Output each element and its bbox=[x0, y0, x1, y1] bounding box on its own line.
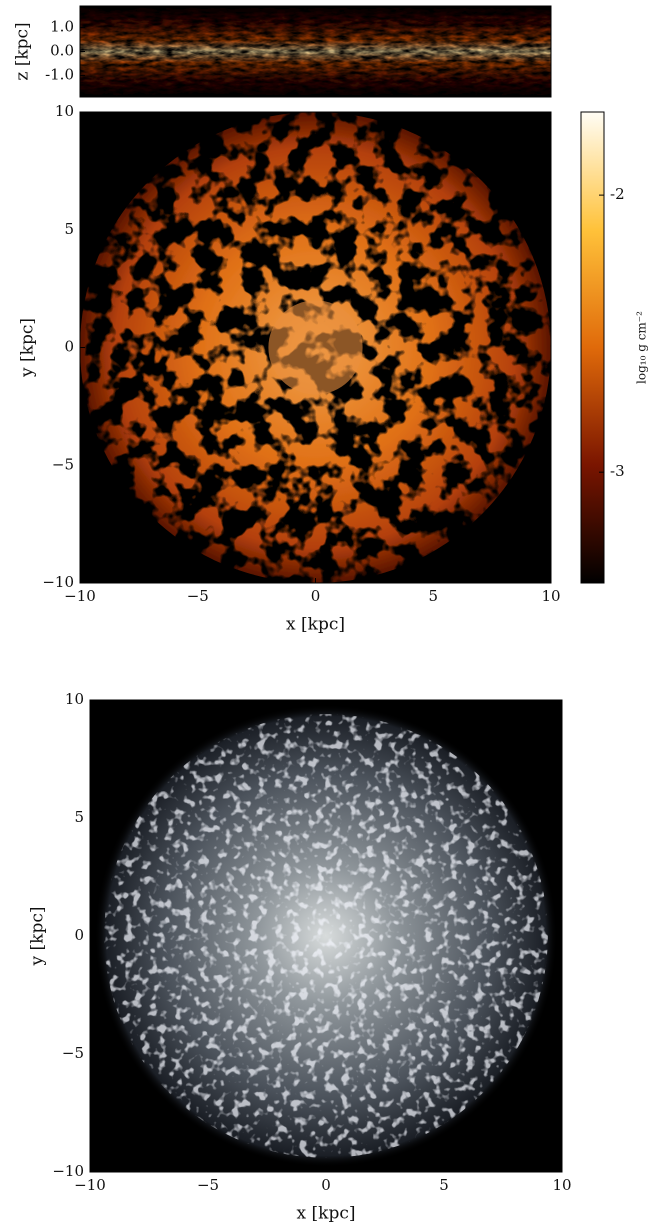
x-tick-label: 5 bbox=[439, 1176, 449, 1194]
x-axis-label: x [kpc] bbox=[297, 1204, 356, 1224]
y-tick-label: 10 bbox=[65, 690, 84, 708]
stellar-clumps bbox=[104, 714, 548, 1158]
colorbar-tick-label: -2 bbox=[610, 185, 625, 203]
y-tick-label: 0.0 bbox=[50, 42, 74, 60]
colorbar-tick-label: -3 bbox=[610, 462, 625, 480]
y-tick-label: 10 bbox=[55, 102, 74, 120]
colorbar-label: log₁₀ g cm⁻² bbox=[635, 311, 649, 384]
y-axis-label: y [kpc] bbox=[18, 318, 38, 378]
y-tick-label: −10 bbox=[52, 1162, 84, 1180]
x-axis-label: x [kpc] bbox=[286, 615, 345, 635]
x-tick-label: 0 bbox=[311, 587, 321, 605]
edge-on-image bbox=[80, 6, 551, 97]
gas-core bbox=[268, 300, 363, 395]
x-tick-label: −5 bbox=[187, 587, 209, 605]
x-tick-label: 5 bbox=[428, 587, 438, 605]
y-tick-label: 5 bbox=[64, 220, 74, 238]
x-tick-label: 10 bbox=[552, 1176, 571, 1194]
y-tick-label: −5 bbox=[52, 455, 74, 473]
y-tick-label: 0 bbox=[64, 338, 74, 356]
y-tick-label: 5 bbox=[74, 808, 84, 826]
y-axis-label: z [kpc] bbox=[13, 22, 33, 80]
y-tick-label: 1.0 bbox=[50, 18, 74, 36]
y-axis-label: y [kpc] bbox=[28, 907, 48, 967]
colorbar bbox=[580, 111, 605, 584]
y-tick-label: -1.0 bbox=[45, 65, 74, 83]
x-tick-label: −10 bbox=[64, 587, 96, 605]
x-tick-label: −5 bbox=[197, 1176, 219, 1194]
y-tick-label: −10 bbox=[42, 573, 74, 591]
x-tick-label: 0 bbox=[321, 1176, 331, 1194]
y-tick-label: −5 bbox=[62, 1044, 84, 1062]
x-tick-label: 10 bbox=[541, 587, 560, 605]
y-tick-label: 0 bbox=[74, 926, 84, 944]
x-tick-label: −10 bbox=[74, 1176, 106, 1194]
